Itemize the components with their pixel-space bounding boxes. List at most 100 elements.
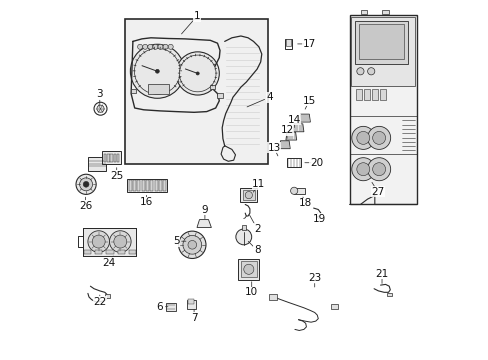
Circle shape	[356, 131, 369, 144]
Bar	[349, 15, 416, 204]
Bar	[354, 21, 407, 64]
Text: 12: 12	[280, 125, 293, 135]
Bar	[242, 190, 255, 200]
Circle shape	[367, 126, 390, 149]
Circle shape	[290, 187, 297, 194]
Text: 25: 25	[110, 171, 123, 181]
Text: 8: 8	[253, 245, 260, 255]
Bar	[148, 84, 168, 94]
Circle shape	[134, 48, 180, 94]
Text: 4: 4	[266, 92, 272, 102]
Bar	[363, 89, 369, 100]
Bar	[145, 180, 149, 191]
Bar	[187, 299, 194, 305]
Polygon shape	[292, 124, 303, 132]
Bar	[118, 250, 125, 254]
Bar	[355, 89, 361, 100]
Circle shape	[153, 44, 158, 49]
Text: 16: 16	[140, 197, 153, 207]
Text: 27: 27	[370, 186, 384, 197]
Bar	[209, 85, 214, 89]
Circle shape	[187, 240, 196, 249]
Text: 6: 6	[156, 302, 163, 312]
Circle shape	[130, 44, 184, 98]
Circle shape	[356, 163, 369, 176]
Polygon shape	[285, 132, 296, 140]
Bar	[133, 180, 136, 191]
Text: 17: 17	[302, 39, 315, 49]
Bar	[88, 157, 105, 171]
Bar	[83, 250, 91, 254]
Text: 14: 14	[287, 114, 300, 125]
Bar	[110, 154, 113, 162]
Bar	[186, 300, 195, 309]
Text: 10: 10	[244, 287, 258, 297]
Circle shape	[137, 44, 142, 49]
Text: 15: 15	[302, 96, 315, 106]
Bar	[150, 180, 153, 191]
Circle shape	[244, 264, 253, 274]
Circle shape	[183, 235, 201, 254]
Bar	[105, 294, 110, 298]
Bar	[379, 89, 385, 100]
Circle shape	[97, 105, 104, 112]
Text: 11: 11	[252, 179, 265, 189]
Bar	[154, 180, 158, 191]
Bar	[128, 180, 132, 191]
Circle shape	[158, 44, 163, 49]
Bar	[95, 250, 102, 254]
Text: 1: 1	[193, 11, 200, 21]
Circle shape	[76, 174, 96, 194]
Bar	[141, 180, 144, 191]
Bar	[163, 180, 166, 191]
Text: 5: 5	[172, 236, 179, 246]
Text: 2: 2	[253, 224, 260, 234]
Text: 24: 24	[102, 258, 115, 268]
Bar	[159, 180, 162, 191]
Bar	[386, 293, 391, 296]
Circle shape	[372, 163, 385, 176]
Bar	[382, 10, 388, 14]
Bar	[293, 188, 304, 194]
Circle shape	[372, 131, 385, 144]
Bar	[106, 250, 113, 254]
Circle shape	[80, 178, 92, 191]
Text: 9: 9	[201, 204, 208, 215]
Bar	[285, 39, 290, 46]
Text: 23: 23	[307, 273, 321, 283]
Circle shape	[88, 231, 109, 252]
Bar	[330, 304, 338, 309]
Circle shape	[235, 229, 251, 245]
Bar	[360, 10, 366, 14]
Bar	[240, 188, 257, 202]
Circle shape	[155, 69, 159, 73]
Bar	[117, 154, 119, 162]
Circle shape	[147, 44, 153, 49]
Bar	[351, 17, 414, 86]
Bar	[131, 89, 136, 93]
Circle shape	[163, 44, 168, 49]
Text: 19: 19	[312, 214, 325, 224]
Circle shape	[109, 231, 131, 252]
Bar	[107, 154, 109, 162]
Circle shape	[142, 44, 147, 49]
Circle shape	[179, 55, 216, 92]
Bar	[104, 154, 106, 162]
Bar	[127, 179, 167, 192]
Text: 13: 13	[267, 143, 280, 153]
Bar	[269, 294, 277, 300]
Circle shape	[92, 235, 105, 248]
Circle shape	[168, 44, 173, 49]
Polygon shape	[279, 141, 289, 149]
Circle shape	[356, 68, 363, 75]
Bar	[165, 303, 175, 311]
Circle shape	[244, 192, 252, 199]
Circle shape	[176, 52, 219, 95]
Bar	[241, 225, 245, 230]
Circle shape	[351, 126, 374, 149]
Circle shape	[196, 72, 199, 75]
Polygon shape	[299, 114, 310, 122]
Bar	[284, 39, 291, 49]
Text: 18: 18	[298, 198, 311, 208]
Polygon shape	[197, 220, 211, 228]
